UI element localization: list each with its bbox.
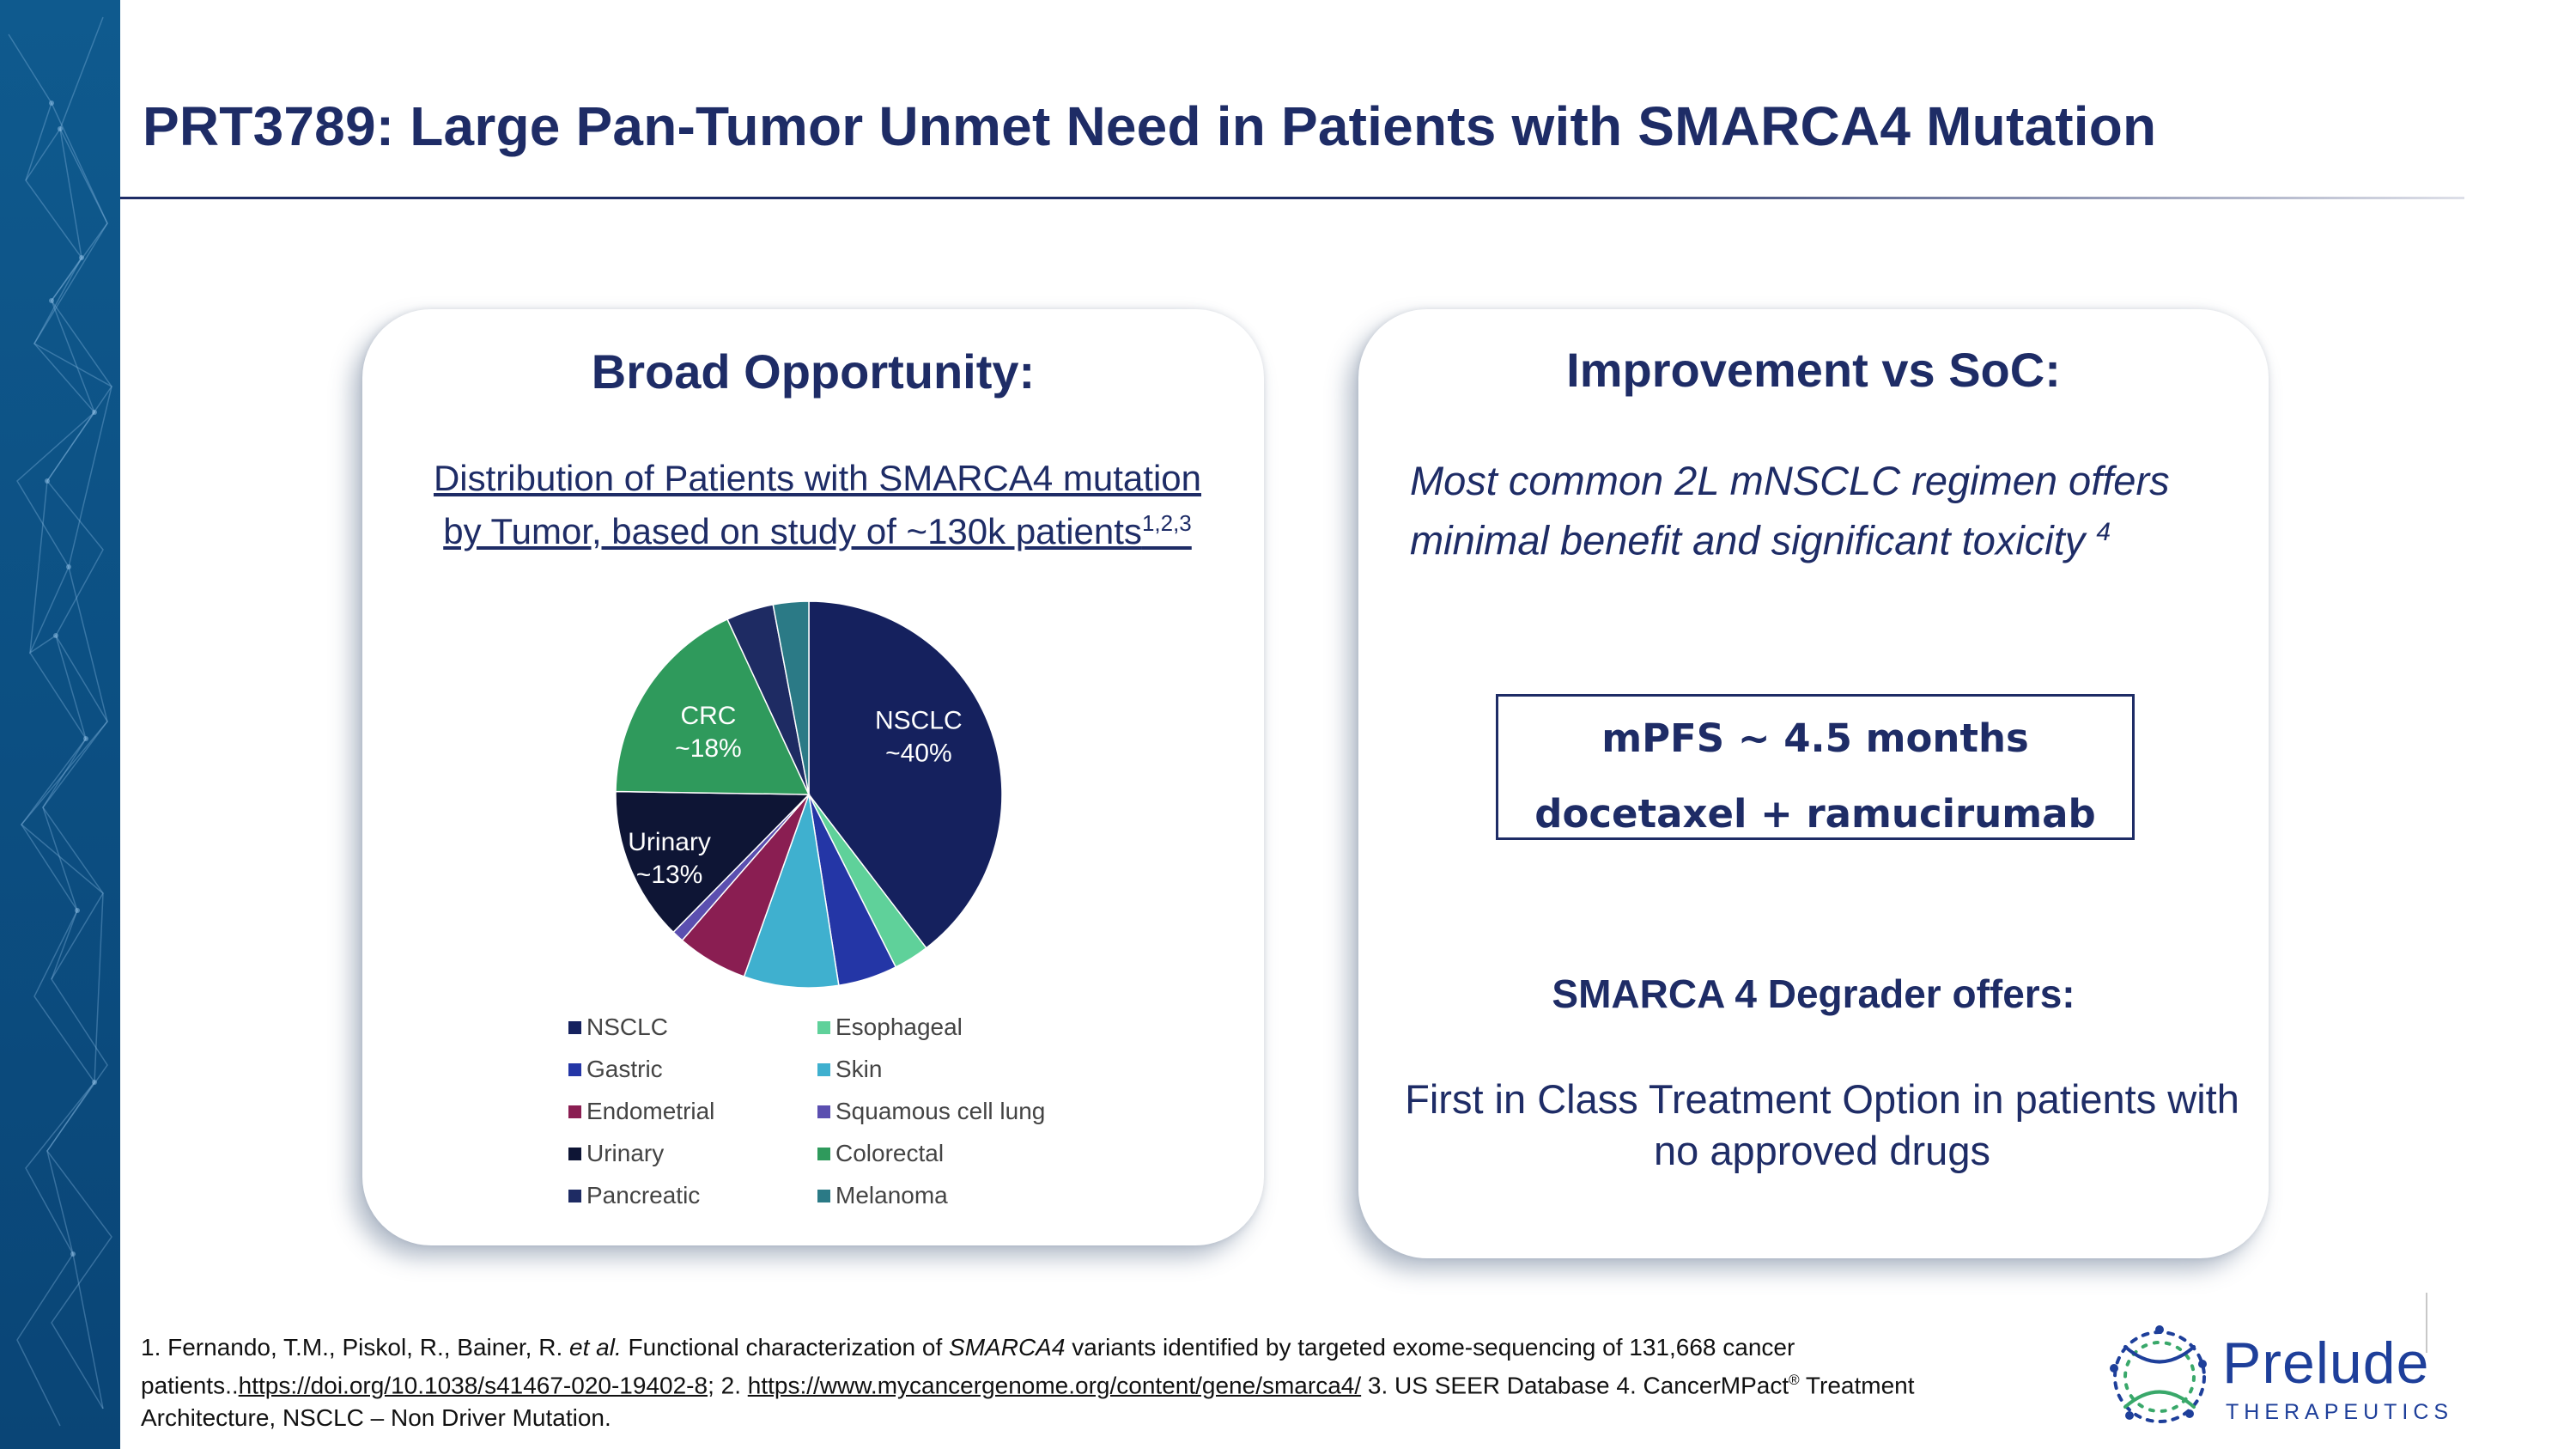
legend-item-colorectal: Colorectal: [817, 1140, 1127, 1167]
footnote-gene: SMARCA4: [949, 1334, 1066, 1361]
legend-swatch: [817, 1147, 830, 1160]
footnote-text: 3. US SEER Database 4. CancerMPact: [1361, 1372, 1789, 1399]
chart-subtitle-text: Distribution of Patients with SMARCA4 mu…: [433, 458, 1202, 551]
regimen-statement-text: Most common 2L mNSCLC regimen offers min…: [1410, 458, 2170, 563]
legend-item-melanoma: Melanoma: [817, 1182, 1127, 1209]
legend-item-skin: Skin: [817, 1056, 1127, 1083]
legend-label: Skin: [835, 1056, 883, 1082]
doi-link[interactable]: https://doi.org/10.1038/s41467-020-19402…: [238, 1372, 708, 1399]
legend-label: NSCLC: [586, 1014, 668, 1040]
broad-opportunity-heading: Broad Opportunity:: [591, 344, 1036, 399]
broad-opportunity-card: Broad Opportunity: Distribution of Patie…: [362, 309, 1264, 1245]
improvement-heading: Improvement vs SoC:: [1566, 343, 2061, 397]
legend-label: Pancreatic: [586, 1182, 701, 1209]
footnote-text: variants identified by targeted exome-se…: [141, 1334, 1795, 1399]
chart-subtitle: Distribution of Patients with SMARCA4 mu…: [431, 455, 1204, 554]
slice-label-urinary: Urinary ~13%: [628, 828, 711, 889]
mpfs-box: mPFS ~ 4.5 months docetaxel + ramuciruma…: [1496, 694, 2135, 840]
legend-item-urinary: Urinary: [568, 1140, 817, 1167]
regimen-name: docetaxel + ramucirumab: [1534, 791, 2096, 837]
legend-swatch: [568, 1105, 581, 1118]
footnote-etal: et al.: [569, 1334, 622, 1361]
registered-mark: ®: [1789, 1372, 1800, 1388]
legend-swatch: [817, 1020, 830, 1034]
mpfs-value: mPFS ~ 4.5 months: [1601, 715, 2029, 761]
legend-swatch: [568, 1147, 581, 1160]
prelude-helix-icon: [2110, 1325, 2207, 1423]
pie-slice-nsclc: [808, 600, 1003, 949]
slice-label-colorectal: CRC ~18%: [675, 702, 742, 763]
pie-slice-urinary: [615, 790, 811, 934]
prelude-subtitle: THERAPEUTICS: [2226, 1400, 2454, 1424]
chart-legend: NSCLC Esophageal Gastric Skin Endometrial Squ…: [568, 1014, 1187, 1209]
prelude-logo: Prelude THERAPEUTICS: [2095, 1312, 2473, 1441]
legend-label: Endometrial: [586, 1098, 715, 1124]
slide-title: PRT3789: Large Pan-Tumor Unmet Need in P…: [143, 95, 2157, 157]
legend-swatch: [568, 1062, 581, 1076]
legend-item-nsclc: NSCLC: [568, 1014, 817, 1041]
legend-label: Gastric: [586, 1056, 663, 1082]
footnote-text: Functional characterization of: [621, 1334, 950, 1361]
regimen-statement: Most common 2L mNSCLC regimen offers min…: [1410, 455, 2234, 567]
footnote-text: 1. Fernando, T.M., Piskol, R., Bainer, R…: [141, 1334, 570, 1361]
slice-label-nsclc: NSCLC ~40%: [875, 707, 963, 768]
footnote-text: ; 2.: [708, 1372, 748, 1399]
improvement-card: Improvement vs SoC: Most common 2L mNSCL…: [1358, 309, 2269, 1258]
degrader-heading: SMARCA 4 Degrader offers:: [1552, 971, 2075, 1016]
legend-label: Urinary: [586, 1140, 665, 1166]
legend-label: Squamous cell lung: [835, 1098, 1046, 1124]
footnote: 1. Fernando, T.M., Piskol, R., Bainer, R…: [141, 1331, 2030, 1434]
legend-label: Esophageal: [835, 1014, 963, 1040]
chart-subtitle-superscript: 1,2,3: [1141, 510, 1192, 536]
legend-swatch: [568, 1189, 581, 1202]
legend-item-endometrial: Endometrial: [568, 1098, 817, 1125]
title-divider: [120, 197, 2464, 199]
pie-slice-colorectal: [615, 618, 811, 795]
logo-divider: [2426, 1293, 2427, 1353]
legend-swatch: [568, 1020, 581, 1034]
legend-swatch: [817, 1105, 830, 1118]
network-pattern: [8, 16, 112, 1427]
regimen-statement-superscript: 4: [2096, 518, 2111, 546]
legend-item-gastric: Gastric: [568, 1056, 817, 1083]
legend-label: Colorectal: [835, 1140, 945, 1166]
mycancergenome-link[interactable]: https://www.mycancergenome.org/content/g…: [747, 1372, 1362, 1399]
prelude-wordmark: Prelude: [2222, 1330, 2430, 1396]
legend-swatch: [817, 1189, 830, 1202]
legend-label: Melanoma: [835, 1182, 948, 1209]
pie-slice-melanoma: [772, 600, 810, 795]
pie-chart: NSCLC ~40% CRC ~18% Urinary ~13%: [615, 600, 1003, 989]
degrader-body: First in Class Treatment Option in patie…: [1405, 1076, 2239, 1173]
legend-swatch: [817, 1062, 830, 1076]
legend-item-esophageal: Esophageal: [817, 1014, 1127, 1041]
legend-item-squamous-cell-lung: Squamous cell lung: [817, 1098, 1127, 1125]
pie-slice-skin: [743, 794, 840, 989]
left-decorative-band: [0, 0, 120, 1449]
footnote-text: Treatment Architecture, NSCLC – Non Driv…: [141, 1372, 1915, 1432]
legend-item-pancreatic: Pancreatic: [568, 1182, 817, 1209]
